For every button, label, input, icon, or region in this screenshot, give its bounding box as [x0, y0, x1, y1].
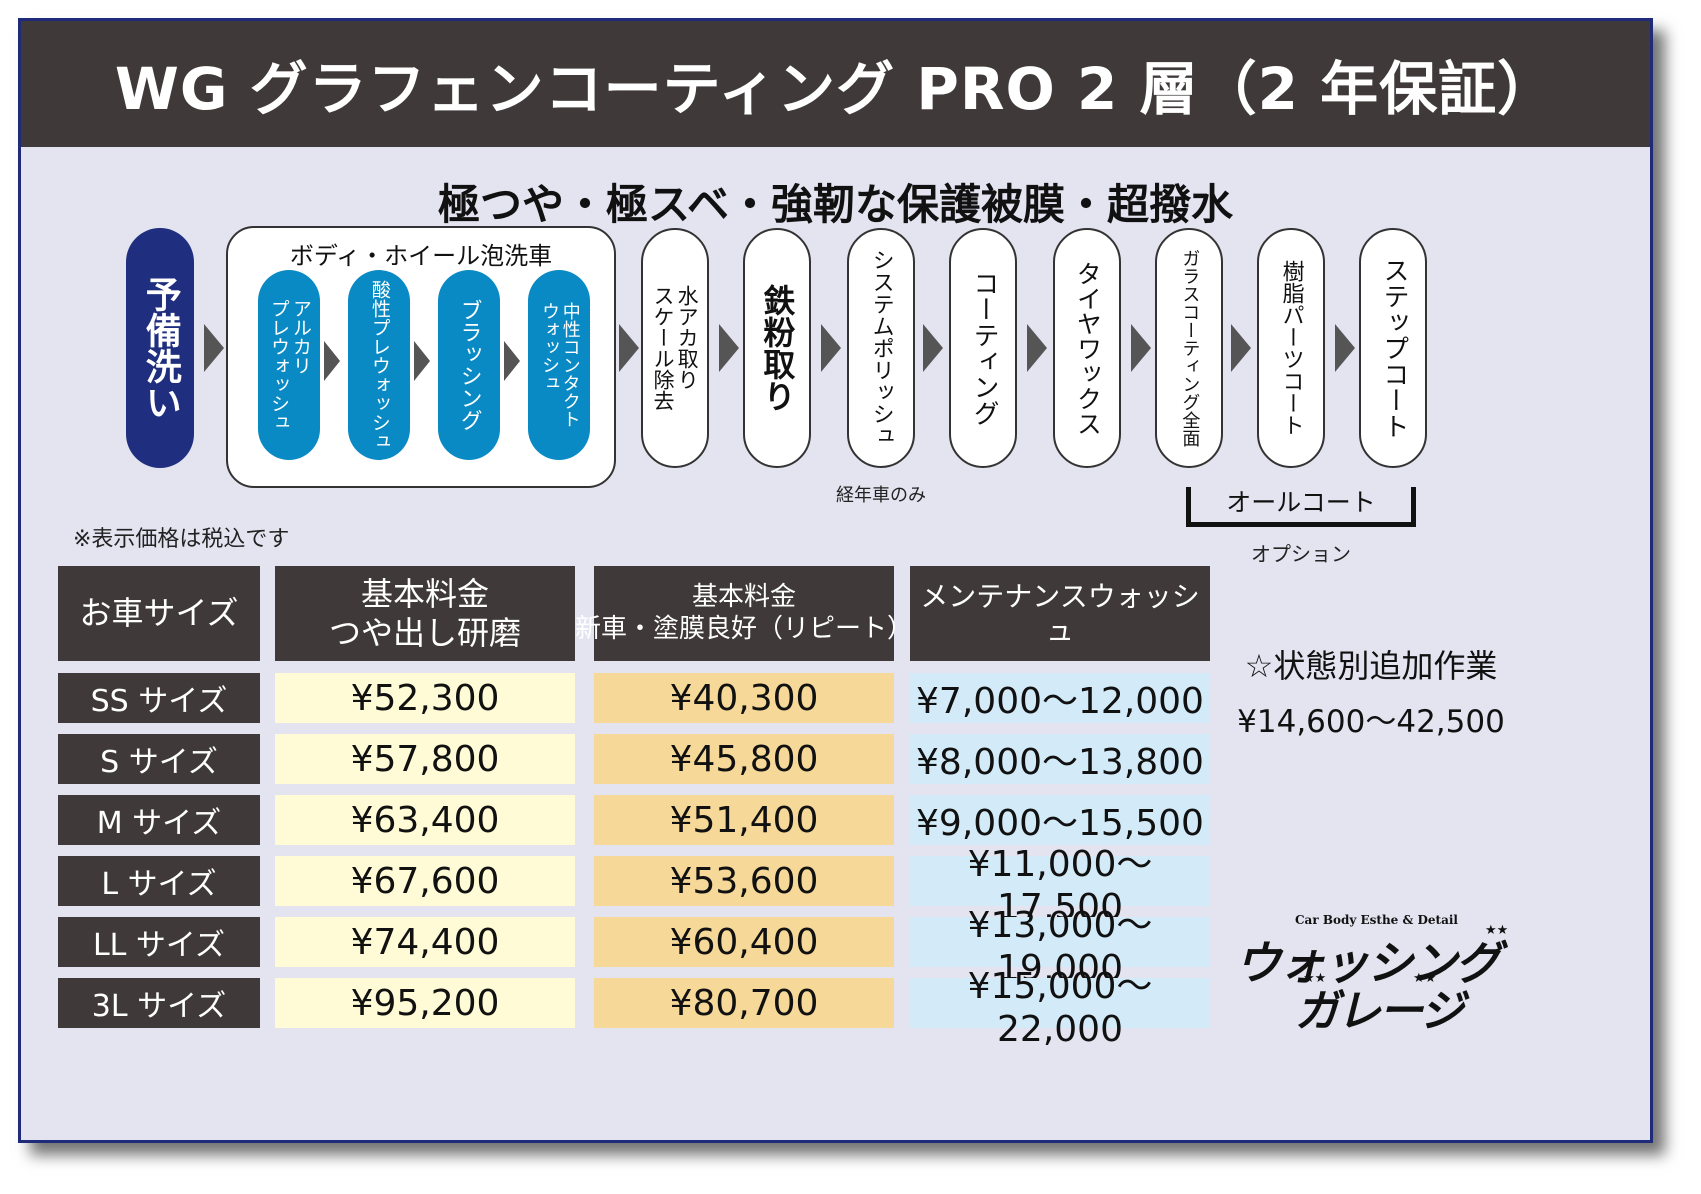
arrow-icon: [1231, 324, 1251, 372]
base-price-cell: ¥74,400: [275, 917, 575, 967]
header-maintenance: メンテナンスウォッシュ: [910, 566, 1210, 661]
step-scale-removal: 水アカ取り スケール除去: [641, 228, 709, 468]
extra-work-title: ☆状態別追加作業: [1244, 647, 1498, 685]
logo-tagline: Car Body Esthe & Detail: [1295, 913, 1458, 927]
header-base-new-label: 基本料金 新車・塗膜良好（リピート）: [575, 582, 914, 644]
base-price-cell: ¥95,200: [275, 978, 575, 1028]
subtitle: 極つや・極スベ・強靭な保護被膜・超撥水: [437, 180, 1234, 229]
star-icon: ★★: [1413, 971, 1437, 986]
maintenance-price-cell: ¥9,000〜15,500: [910, 795, 1210, 845]
group-step-label: 酸性プレウォッシュ: [368, 279, 391, 451]
size-cell: S サイズ: [58, 734, 260, 784]
group-step-label: ブラッシング: [456, 299, 482, 431]
step-label: タイヤワックス: [1073, 260, 1103, 436]
arrow-icon: [923, 324, 943, 372]
new-price-cell: ¥51,400: [594, 795, 894, 845]
new-price-cell: ¥53,600: [594, 856, 894, 906]
arrow-icon: [504, 341, 520, 381]
new-price-cell: ¥45,800: [594, 734, 894, 784]
option-label: オプション: [1251, 542, 1351, 566]
base-price-cell: ¥57,800: [275, 734, 575, 784]
arrow-icon: [719, 324, 739, 372]
step-tire-wax: タイヤワックス: [1053, 228, 1121, 468]
step-coating: コーティング: [949, 228, 1017, 468]
size-cell: M サイズ: [58, 795, 260, 845]
step-label: 水アカ取り スケール除去: [651, 285, 700, 411]
header-maintenance-label: メンテナンスウォッシュ: [920, 579, 1200, 647]
price-card: WG グラフェンコーティング PRO 2 層（2 年保証） 極つや・極スベ・強靭…: [18, 18, 1653, 1143]
header-base-new: 基本料金 新車・塗膜良好（リピート）: [575, 566, 913, 661]
star-icon: ★★: [1485, 923, 1509, 938]
new-price-cell: ¥80,700: [594, 978, 894, 1028]
arrow-icon: [821, 324, 841, 372]
arrow-icon: [204, 324, 224, 372]
star-icon: ★★: [1303, 971, 1327, 986]
extra-work-price: ¥14,600〜42,500: [1237, 704, 1505, 740]
size-cell: L サイズ: [58, 856, 260, 906]
logo-line2: ガレージ: [1295, 986, 1464, 1037]
size-cell: 3L サイズ: [58, 978, 260, 1028]
base-price-cell: ¥52,300: [275, 673, 575, 723]
shop-logo: Car Body Esthe & Detail ★★ ウォッシング ★★ ★★ …: [1233, 913, 1533, 1037]
step-resin-coat: 樹脂パーツコート: [1257, 228, 1325, 468]
step-pre-wash: 予備洗い: [126, 228, 194, 468]
allcoat-label: オールコート: [1226, 488, 1376, 517]
step-pre-wash-label: 予備洗い: [139, 276, 181, 420]
header-size-label: お車サイズ: [79, 594, 239, 633]
page-title: WG グラフェンコーティング PRO 2 層（2 年保証）: [21, 21, 1650, 147]
header-size: お車サイズ: [58, 566, 260, 661]
maintenance-price-cell: ¥7,000〜12,000: [910, 673, 1210, 723]
step-label: システムポリッシュ: [868, 249, 894, 447]
base-price-cell: ¥67,600: [275, 856, 575, 906]
new-price-cell: ¥40,300: [594, 673, 894, 723]
new-price-cell: ¥60,400: [594, 917, 894, 967]
group-label: ボディ・ホイール泡洗車: [289, 242, 553, 270]
arrow-icon: [414, 341, 430, 381]
maintenance-price-cell: ¥8,000〜13,800: [910, 734, 1210, 784]
allcoat-bracket: [1186, 487, 1416, 527]
polish-note: 経年車のみ: [836, 485, 926, 506]
tax-note: ※表示価格は税込です: [73, 527, 290, 552]
arrow-icon: [324, 341, 340, 381]
arrow-icon: [619, 324, 639, 372]
size-cell: LL サイズ: [58, 917, 260, 967]
maintenance-price-cell: ¥15,000〜22,000: [910, 966, 1210, 1050]
group-step-brushing: ブラッシング: [438, 270, 500, 460]
step-label: ガラスコーティング全面: [1179, 249, 1201, 447]
header-base-polish: 基本料金 つや出し研磨: [275, 566, 575, 661]
step-label: コーティング: [968, 270, 999, 426]
group-step-label: アルカリ プレウォッシュ: [268, 298, 312, 432]
step-system-polish: システムポリッシュ: [847, 228, 915, 468]
group-step-neutral: 中性コンタクト ウォッシュ: [528, 270, 590, 460]
header-base-polish-label: 基本料金 つや出し研磨: [328, 575, 521, 652]
logo-line1: ウォッシング: [1235, 936, 1501, 990]
step-step-coat: ステップコート: [1359, 228, 1427, 468]
group-step-acid: 酸性プレウォッシュ: [348, 270, 410, 460]
step-glass-coating: ガラスコーティング全面: [1155, 228, 1223, 468]
foam-wash-group: ボディ・ホイール泡洗車 アルカリ プレウォッシュ 酸性プレウォッシュ ブラッシン…: [226, 226, 616, 488]
arrow-icon: [1027, 324, 1047, 372]
step-label: 樹脂パーツコート: [1278, 260, 1304, 436]
group-step-label: 中性コンタクト ウォッシュ: [539, 302, 581, 428]
step-label: ステップコート: [1378, 257, 1409, 439]
base-price-cell: ¥63,400: [275, 795, 575, 845]
step-iron-removal: 鉄粉取り: [743, 228, 811, 468]
arrow-icon: [1131, 324, 1151, 372]
step-label: 鉄粉取り: [758, 284, 797, 412]
arrow-icon: [1335, 324, 1355, 372]
group-step-alkali: アルカリ プレウォッシュ: [258, 270, 320, 460]
size-cell: SS サイズ: [58, 673, 260, 723]
